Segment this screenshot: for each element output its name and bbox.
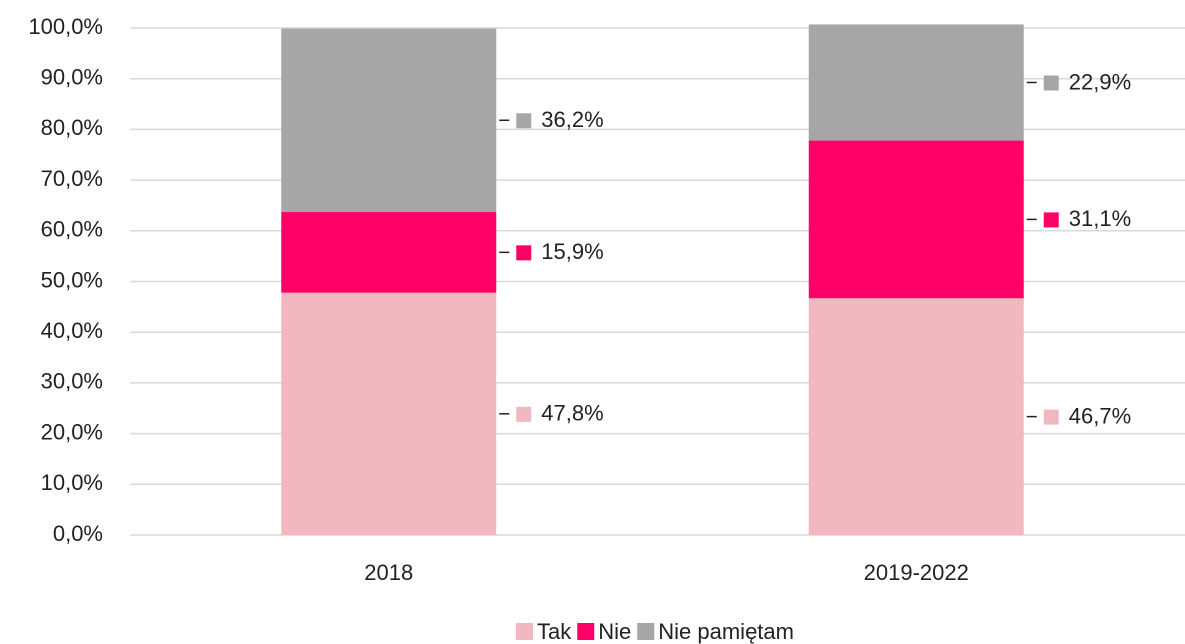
legend-swatch <box>577 623 595 640</box>
y-tick-label: 30,0% <box>41 369 103 394</box>
label-swatch <box>1043 75 1059 91</box>
y-tick-label: 100,0% <box>28 14 103 39</box>
legend-label: Nie <box>598 619 631 644</box>
value-label: 15,9% <box>541 239 603 264</box>
y-tick-label: 70,0% <box>41 166 103 191</box>
bar-segment <box>808 140 1024 299</box>
bar-segment <box>281 292 497 535</box>
x-tick-label: 2018 <box>364 560 413 585</box>
legend-swatch <box>637 623 655 640</box>
legend-label: Tak <box>537 619 572 644</box>
y-tick-label: 20,0% <box>41 419 103 444</box>
bar-segment <box>281 28 497 213</box>
bar-segment <box>281 212 497 293</box>
label-swatch <box>1043 212 1059 228</box>
value-label: 22,9% <box>1069 69 1131 94</box>
value-label: 47,8% <box>541 401 603 426</box>
y-tick-label: 0,0% <box>53 521 103 546</box>
x-tick-label: 2019-2022 <box>864 560 969 585</box>
y-tick-label: 50,0% <box>41 267 103 292</box>
legend-swatch <box>516 623 533 640</box>
label-swatch <box>516 406 532 422</box>
legend-label: Nie pamiętam <box>658 619 794 644</box>
bar-segment <box>808 298 1024 535</box>
label-swatch <box>516 245 532 261</box>
value-label: 46,7% <box>1069 403 1131 428</box>
label-swatch <box>516 113 532 129</box>
bar-segment <box>808 24 1024 141</box>
y-tick-label: 60,0% <box>41 217 103 242</box>
label-swatch <box>1043 409 1059 425</box>
y-tick-label: 80,0% <box>41 115 103 140</box>
y-tick-label: 40,0% <box>41 318 103 343</box>
value-label: 36,2% <box>541 107 603 132</box>
value-label: 31,1% <box>1069 206 1131 231</box>
y-tick-label: 90,0% <box>41 65 103 90</box>
y-tick-label: 10,0% <box>41 470 103 495</box>
